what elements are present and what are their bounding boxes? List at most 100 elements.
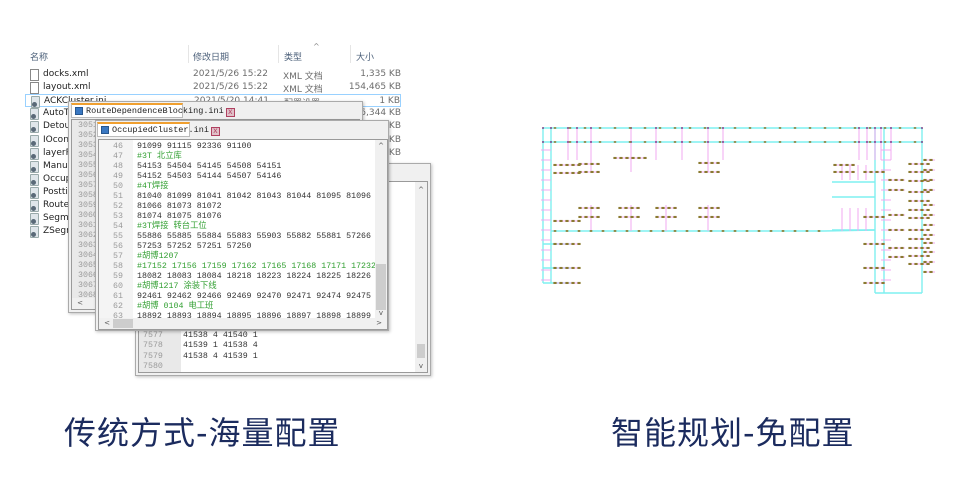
close-tab-icon[interactable]: x [210, 127, 220, 136]
waypoint-marker [888, 246, 892, 250]
waypoint-marker [658, 127, 662, 129]
comment-line: #3T 北立库 [137, 152, 182, 161]
vertical-scrollbar[interactable]: ^ v [375, 140, 387, 318]
tab-route-dependence[interactable]: RouteDependenceBlocking.ini x [71, 103, 235, 118]
editor-body[interactable]: 46 91099 91115 92336 91100 47 #3T 北立库 48 5415… [98, 139, 388, 330]
column-date[interactable]: 修改日期 [193, 53, 230, 63]
waypoint-marker [863, 281, 867, 285]
file-date: 2021/5/26 15:22 [193, 69, 268, 79]
waypoint-marker [926, 228, 930, 232]
waypoint-marker [718, 141, 722, 143]
waypoint-marker [808, 141, 812, 143]
node-marker [874, 127, 876, 129]
waypoint-marker [929, 250, 933, 254]
column-type[interactable]: 类型 [284, 53, 303, 63]
horizontal-scrollbar[interactable]: < > [99, 318, 387, 329]
waypoint-marker [793, 127, 797, 129]
node-marker [858, 141, 860, 143]
line-number: 3053 [78, 141, 98, 150]
waypoint-marker [619, 156, 623, 160]
comment-line: #3T焊接 转台工位 [137, 222, 207, 231]
waypoint-marker [553, 127, 557, 129]
scroll-right-icon[interactable]: > [376, 319, 382, 327]
line-number: 59 [113, 272, 123, 281]
waypoint-marker [578, 206, 582, 210]
file-row[interactable]: layout.xml 2021/5/26 15:22 XML 文档 154,465 K… [25, 81, 401, 95]
waypoint-marker [661, 230, 665, 232]
node-marker [866, 141, 868, 143]
waypoint-marker [929, 188, 933, 192]
file-row[interactable]: layerPo KB [25, 147, 401, 160]
column-divider[interactable] [278, 45, 279, 63]
vertical-scrollbar[interactable]: ^ v [415, 182, 427, 372]
scroll-thumb[interactable] [417, 344, 425, 358]
tab-label: OccupiedCluster.ini [112, 125, 209, 135]
file-row[interactable]: ZSegme [25, 225, 401, 239]
waypoint-marker [769, 230, 773, 232]
line-number: 3051 [78, 121, 98, 130]
close-tab-icon[interactable]: x [225, 108, 235, 117]
line-number: 3062 [78, 231, 98, 240]
waypoint-marker [565, 163, 569, 167]
waypoint-marker [721, 230, 725, 232]
waypoint-marker [920, 216, 924, 220]
waypoint-marker [630, 215, 634, 219]
scroll-thumb[interactable] [113, 319, 133, 328]
waypoint-marker [823, 127, 827, 129]
ini-file-icon [30, 108, 39, 121]
file-row[interactable]: AutoTra 6,344 KB [25, 107, 401, 121]
code-line: 81074 81075 81076 [137, 212, 222, 221]
file-row[interactable]: Manual [25, 160, 401, 173]
file-row[interactable]: docks.xml 2021/5/26 15:22 XML 文档 1,335 KB [25, 68, 401, 82]
waypoint-marker [900, 178, 904, 182]
waypoint-marker [577, 219, 581, 223]
ini-file-icon [30, 173, 39, 186]
waypoint-marker [863, 242, 867, 246]
column-size[interactable]: 大小 [356, 53, 375, 63]
scroll-up-icon[interactable]: ^ [378, 142, 384, 150]
waypoint-marker [763, 141, 767, 143]
tab-occupied-cluster[interactable]: OccupiedCluster.ini x [97, 122, 220, 137]
column-divider[interactable] [188, 45, 189, 63]
waypoint-marker [838, 127, 842, 129]
waypoint-marker [781, 230, 785, 232]
waypoint-marker [598, 141, 602, 143]
waypoint-marker [748, 141, 752, 143]
waypoint-marker [920, 262, 924, 266]
waypoint-marker [590, 206, 594, 210]
file-name: Segmen [43, 213, 80, 224]
file-row[interactable]: IOconfi KB [25, 134, 401, 147]
waypoint-marker [583, 141, 587, 143]
scroll-down-icon[interactable]: v [378, 309, 384, 317]
scroll-thumb[interactable] [376, 264, 386, 310]
column-divider[interactable] [350, 45, 351, 63]
file-row[interactable]: DetourI KB [25, 120, 401, 134]
waypoint-marker [559, 163, 563, 167]
waypoint-marker [553, 163, 557, 167]
scroll-down-icon[interactable]: v [418, 362, 424, 370]
waypoint-marker [808, 127, 812, 129]
waypoint-marker [875, 266, 879, 270]
waypoint-marker [929, 223, 933, 227]
column-name[interactable]: 名称 [30, 53, 49, 63]
line-number: 63 [113, 312, 123, 321]
waypoint-marker [833, 170, 837, 174]
waypoint-marker [698, 161, 702, 165]
file-row[interactable]: Occupie [25, 173, 401, 186]
waypoint-marker [926, 254, 930, 258]
waypoint-marker [881, 215, 885, 219]
code-line: 81040 81099 81041 81042 81043 81044 8109… [137, 192, 372, 201]
line-number: 47 [113, 152, 123, 161]
waypoint-marker [926, 170, 930, 174]
waypoint-marker [613, 156, 617, 160]
file-row[interactable]: Segmen [25, 212, 401, 226]
line-number: 3056 [78, 171, 98, 180]
waypoint-marker [845, 170, 849, 174]
scroll-left-icon[interactable]: < [104, 319, 110, 327]
waypoint-marker [559, 242, 563, 246]
file-row[interactable]: Posttion [25, 186, 401, 199]
file-row[interactable]: RouteD [25, 199, 401, 212]
waypoint-marker [914, 170, 918, 174]
scroll-left-icon[interactable]: < [77, 299, 83, 307]
scroll-up-icon[interactable]: ^ [418, 186, 424, 194]
